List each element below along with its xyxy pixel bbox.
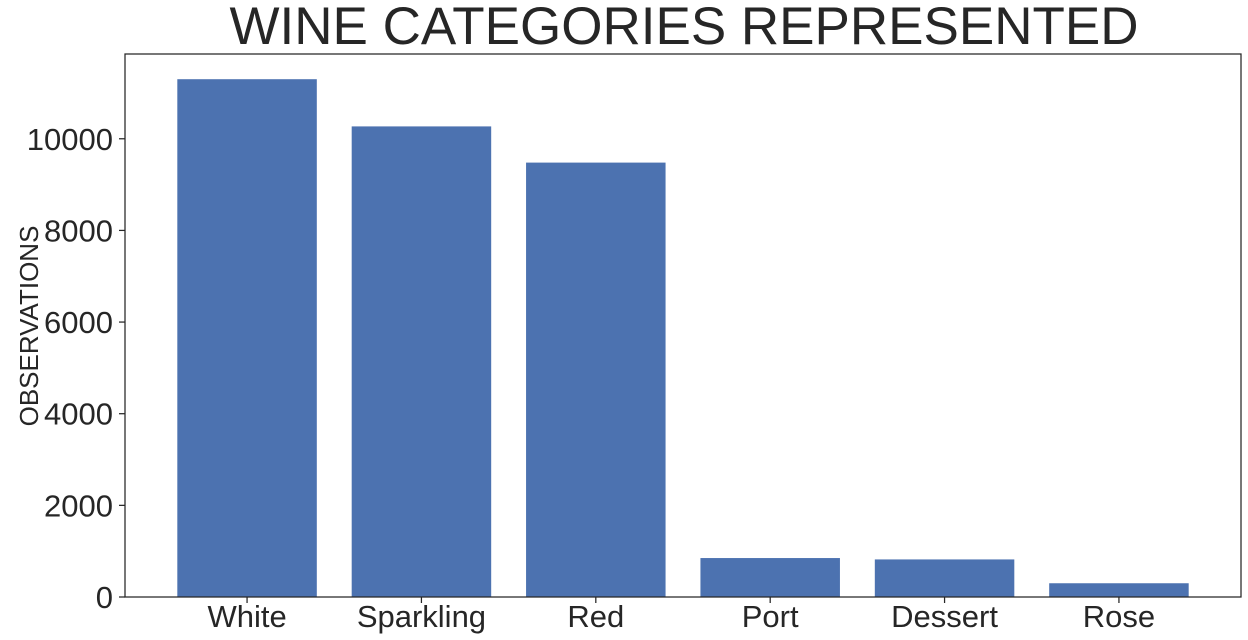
y-tick-label: 10000	[27, 122, 113, 157]
plot-area: 0 2000 4000 6000 8000 10000 White Sparkling Red P…	[27, 53, 1242, 634]
y-tick-label: 4000	[44, 397, 113, 432]
y-axis-label: OBSERVATIONS	[14, 226, 44, 427]
x-tick-label: White	[207, 599, 286, 634]
x-tick-label: Sparkling	[357, 599, 486, 634]
chart-title: WINE CATEGORIES REPRESENTED	[230, 0, 1139, 56]
x-tick-label: Dessert	[891, 599, 998, 634]
x-tick-label: Red	[567, 599, 624, 634]
bar-sparkling	[351, 126, 492, 598]
plot-frame	[124, 53, 1242, 598]
y-tick-label: 8000	[44, 213, 113, 248]
bar-port	[700, 558, 840, 597]
bar-red	[526, 162, 666, 597]
y-tick-label: 6000	[44, 305, 113, 340]
y-tick-label: 2000	[44, 488, 113, 523]
bar-white	[177, 79, 317, 597]
bar-rose	[1049, 583, 1189, 597]
y-tick-label: 0	[96, 580, 113, 615]
bar-dessert	[874, 559, 1015, 597]
x-tick-label: Rose	[1083, 599, 1155, 634]
x-tick-label: Port	[742, 599, 799, 634]
